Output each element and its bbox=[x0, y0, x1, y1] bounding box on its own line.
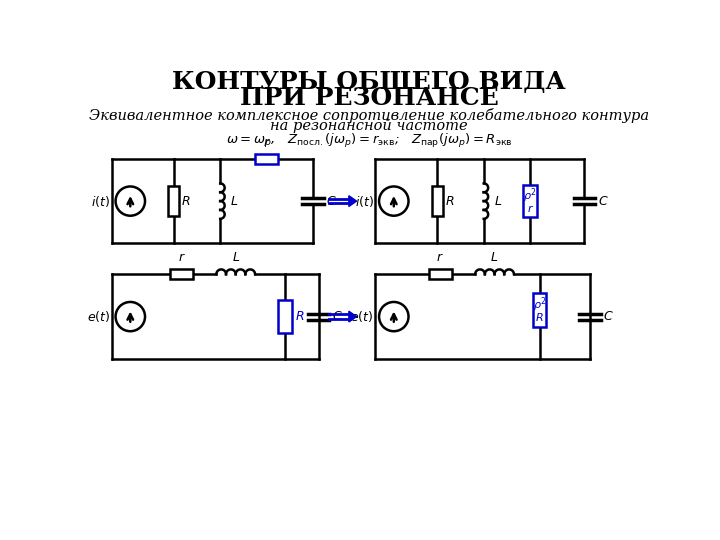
Bar bbox=[432, 186, 443, 215]
Polygon shape bbox=[349, 311, 356, 322]
Text: $R$: $R$ bbox=[295, 310, 305, 323]
Text: $e(t)$: $e(t)$ bbox=[87, 309, 110, 324]
Text: $R$: $R$ bbox=[181, 194, 191, 207]
Text: $L$: $L$ bbox=[230, 194, 238, 207]
Text: $L$: $L$ bbox=[494, 194, 502, 207]
Text: $C$: $C$ bbox=[603, 310, 613, 323]
Bar bbox=[428, 269, 452, 279]
Bar bbox=[523, 185, 537, 217]
Text: $e(t)$: $e(t)$ bbox=[351, 309, 374, 324]
Text: ПРИ РЕЗОНАНСЕ: ПРИ РЕЗОНАНСЕ bbox=[240, 86, 498, 110]
Text: $\omega = \omega_p$,   $Z_{\rm посл.}(j\omega_p) = r_{\rm экв}$;   $Z_{\rm пар}(: $\omega = \omega_p$, $Z_{\rm посл.}(j\om… bbox=[225, 132, 513, 150]
Text: $i(t)$: $i(t)$ bbox=[91, 194, 110, 208]
Text: $\rho^2$: $\rho^2$ bbox=[523, 186, 537, 205]
Bar bbox=[533, 294, 546, 327]
Text: $L$: $L$ bbox=[232, 251, 240, 264]
Text: Эквивалентное комплексное сопротивление колебательного контура: Эквивалентное комплексное сопротивление … bbox=[89, 108, 649, 123]
Bar bbox=[279, 300, 292, 333]
Bar bbox=[255, 154, 279, 164]
Text: $r$: $r$ bbox=[436, 251, 444, 264]
Text: $C$: $C$ bbox=[326, 194, 337, 207]
Text: $\rho^2$: $\rho^2$ bbox=[533, 295, 546, 314]
Text: $C$: $C$ bbox=[598, 194, 608, 207]
Text: $r$: $r$ bbox=[178, 251, 185, 264]
Text: $i(t)$: $i(t)$ bbox=[354, 194, 374, 208]
Bar bbox=[168, 186, 179, 215]
Text: на резонансной частоте: на резонансной частоте bbox=[270, 119, 468, 133]
Text: $C$: $C$ bbox=[332, 310, 343, 323]
Bar bbox=[170, 269, 193, 279]
Text: $R$: $R$ bbox=[445, 194, 454, 207]
Text: $r$: $r$ bbox=[263, 136, 271, 148]
Text: $r$: $r$ bbox=[526, 202, 534, 213]
Text: КОНТУРЫ ОБЩЕГО ВИДА: КОНТУРЫ ОБЩЕГО ВИДА bbox=[172, 70, 566, 94]
Polygon shape bbox=[349, 195, 356, 206]
Text: $R$: $R$ bbox=[535, 312, 544, 323]
Text: $L$: $L$ bbox=[490, 251, 499, 264]
